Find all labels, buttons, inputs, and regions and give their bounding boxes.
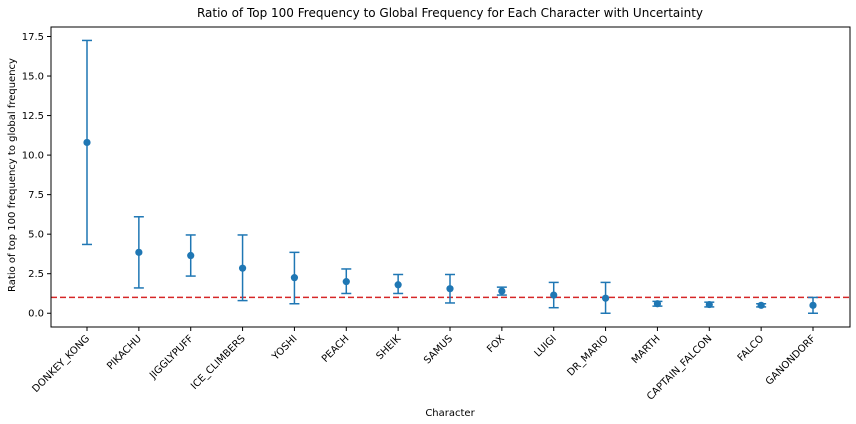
- data-point-12: [705, 300, 713, 309]
- x-tick-label-1: PIKACHU: [105, 333, 144, 372]
- x-tick-label-2: JIGGLYPUFF: [147, 333, 196, 382]
- y-tick-label-5: 12.5: [22, 111, 44, 122]
- data-point-5: [342, 278, 350, 286]
- data-point-3: [238, 264, 247, 272]
- y-tick-label-1: 2.5: [28, 269, 44, 280]
- y-tick-label-4: 10.0: [22, 151, 44, 162]
- x-tick-label-6: SHEIK: [374, 333, 403, 362]
- y-tick-label-3: 7.5: [28, 190, 44, 201]
- x-tick-label-14: GANONDORF: [764, 333, 818, 387]
- data-point-9: [550, 291, 558, 299]
- x-tick-label-3: ICE_CLIMBERS: [189, 333, 248, 392]
- data-point-6: [394, 281, 402, 289]
- data-point-0: [83, 138, 91, 147]
- x-axis-label: Character: [425, 408, 475, 419]
- data-point-10: [601, 294, 610, 302]
- data-point-8: [498, 287, 506, 295]
- data-point-1: [135, 248, 143, 256]
- x-tick-label-0: DONKEY_KONG: [30, 333, 92, 395]
- y-axis-label: Ratio of top 100 frequency to global fre…: [7, 58, 18, 292]
- x-tick-label-13: FALCO: [736, 333, 767, 364]
- data-point-2: [187, 251, 195, 260]
- y-tick-label-6: 15.0: [22, 72, 44, 83]
- plot-area: 0.0 2.5 5.0 7.5 10.0 12.5 15.0 17.5 DONKEY_KONG P…: [22, 32, 850, 403]
- data-point-11: [653, 300, 662, 308]
- data-point-4: [290, 274, 299, 282]
- x-tick-label-8: FOX: [485, 333, 507, 355]
- x-tick-label-5: PEACH: [320, 333, 351, 364]
- y-tick-label-2: 5.0: [28, 230, 44, 241]
- data-point-13: [757, 301, 765, 309]
- data-point-7: [446, 285, 454, 293]
- chart-title: Ratio of Top 100 Frequency to Global Fre…: [197, 6, 703, 20]
- x-tick-label-4: YOSHI: [270, 333, 300, 363]
- y-tick-label-7: 17.5: [22, 32, 44, 43]
- x-tick-label-11: MARTH: [630, 333, 663, 366]
- x-tick-label-9: LUIGI: [533, 333, 559, 359]
- y-tick-label-0: 0.0: [28, 309, 44, 320]
- x-tick-label-10: DR_MARIO: [566, 333, 611, 378]
- plot-frame: [50, 26, 851, 328]
- x-tick-label-7: SAMUS: [422, 333, 455, 366]
- data-point-14: [809, 301, 817, 309]
